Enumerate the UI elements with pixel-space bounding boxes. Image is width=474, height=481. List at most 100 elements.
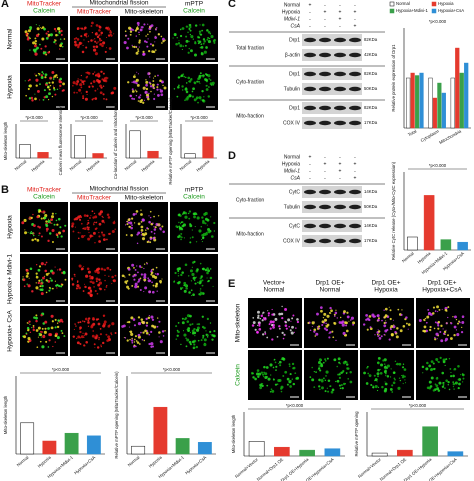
mito-dot: [77, 284, 79, 286]
mito-dot: [64, 224, 67, 227]
mito-dot: [71, 277, 74, 280]
mito-dot: [365, 313, 369, 317]
mito-dot: [135, 210, 139, 213]
mito-dot: [56, 322, 59, 324]
mito-dot: [207, 36, 210, 40]
mito-dot: [447, 384, 449, 386]
mito-dot: [201, 74, 203, 77]
mito-dot: [278, 325, 281, 328]
mito-dot: [135, 80, 137, 82]
mito-dot: [442, 360, 446, 364]
mito-dot: [188, 340, 192, 344]
mito-dot: [257, 316, 260, 319]
mito-dot: [195, 276, 197, 278]
mito-dot: [131, 88, 134, 91]
mito-dot: [188, 80, 192, 83]
mito-dot: [390, 368, 392, 370]
mito-dot: [275, 365, 278, 368]
mito-dot: [430, 360, 434, 364]
legend-swatch: [431, 8, 437, 14]
y-axis-label: Relative mPTP opening (MitoTracker/Calce…: [114, 371, 119, 459]
legend-swatch: [431, 1, 437, 7]
treatment-mark: -: [339, 2, 341, 8]
mito-dot: [383, 309, 385, 311]
mito-dot: [191, 78, 193, 80]
mito-dot: [206, 38, 209, 41]
mito-dot: [141, 26, 144, 29]
column-header: Calcein: [33, 194, 55, 201]
mito-dot: [195, 328, 200, 332]
mito-dot: [82, 44, 84, 46]
treatment-mark: -: [354, 2, 356, 8]
mito-dot: [385, 374, 387, 377]
mito-dot: [202, 219, 205, 223]
mito-dot: [155, 27, 158, 29]
mito-dot: [38, 73, 41, 75]
mito-dot: [131, 224, 133, 227]
protein-label: COX IV: [283, 120, 301, 126]
mito-dot: [156, 86, 159, 89]
mito-dot: [393, 377, 396, 380]
mito-dot: [54, 318, 57, 321]
blot-band: [349, 71, 361, 77]
treatment-mark: +: [324, 9, 327, 15]
mito-dot: [153, 215, 155, 218]
mito-dot: [131, 44, 133, 46]
mito-dot: [262, 375, 265, 378]
mito-dot: [76, 80, 80, 83]
mito-dot: [432, 306, 436, 309]
mito-dot: [143, 275, 147, 279]
mito-dot: [125, 35, 127, 37]
mito-dot: [81, 27, 84, 30]
mito-dot: [151, 272, 153, 274]
mito-dot: [282, 337, 285, 340]
mito-dot: [92, 45, 96, 48]
mito-dot: [77, 215, 81, 219]
mito-dot: [449, 337, 453, 340]
mito-dot: [441, 308, 443, 310]
mito-dot: [317, 325, 321, 328]
mito-dot: [51, 212, 54, 215]
mito-dot: [42, 72, 45, 75]
mito-dot: [279, 364, 282, 367]
row-label: Mito-skeleton: [235, 303, 242, 342]
legend-label: Hypoxia+Mdivi-1: [396, 8, 428, 13]
mito-dot: [437, 324, 440, 327]
mito-dot: [145, 317, 148, 321]
mito-dot: [145, 324, 148, 327]
mito-dot: [449, 368, 452, 370]
mito-dot: [159, 79, 162, 83]
mito-dot: [184, 215, 188, 219]
mito-dot: [88, 226, 90, 229]
mito-dot: [49, 33, 54, 37]
mito-dot: [93, 221, 96, 223]
mito-dot: [138, 33, 140, 36]
mito-dot: [45, 261, 48, 264]
mito-dot: [73, 218, 76, 221]
mito-dot: [75, 325, 77, 327]
mito-dot: [401, 376, 405, 379]
mito-dot: [398, 377, 401, 379]
mito-dot: [201, 236, 205, 240]
mito-dot: [23, 335, 27, 339]
mito-dot: [448, 388, 451, 391]
mito-dot: [83, 235, 86, 237]
blot-band: [334, 223, 346, 229]
mito-dot: [199, 277, 202, 280]
mito-dot: [62, 229, 66, 233]
mito-dot: [37, 326, 41, 330]
mito-dot: [207, 230, 211, 234]
mito-dot: [259, 317, 262, 320]
mito-dot: [139, 277, 142, 280]
mito-dot: [100, 267, 104, 271]
mito-dot: [196, 216, 200, 220]
column-header: MitoTracker: [77, 195, 112, 202]
mito-dot: [144, 90, 148, 94]
mito-dot: [81, 50, 85, 54]
bar: [42, 440, 57, 455]
mito-dot: [150, 342, 154, 346]
mito-dot: [330, 390, 334, 394]
mito-dot: [123, 337, 125, 339]
mito-dot: [94, 32, 98, 36]
mito-dot: [345, 324, 348, 327]
